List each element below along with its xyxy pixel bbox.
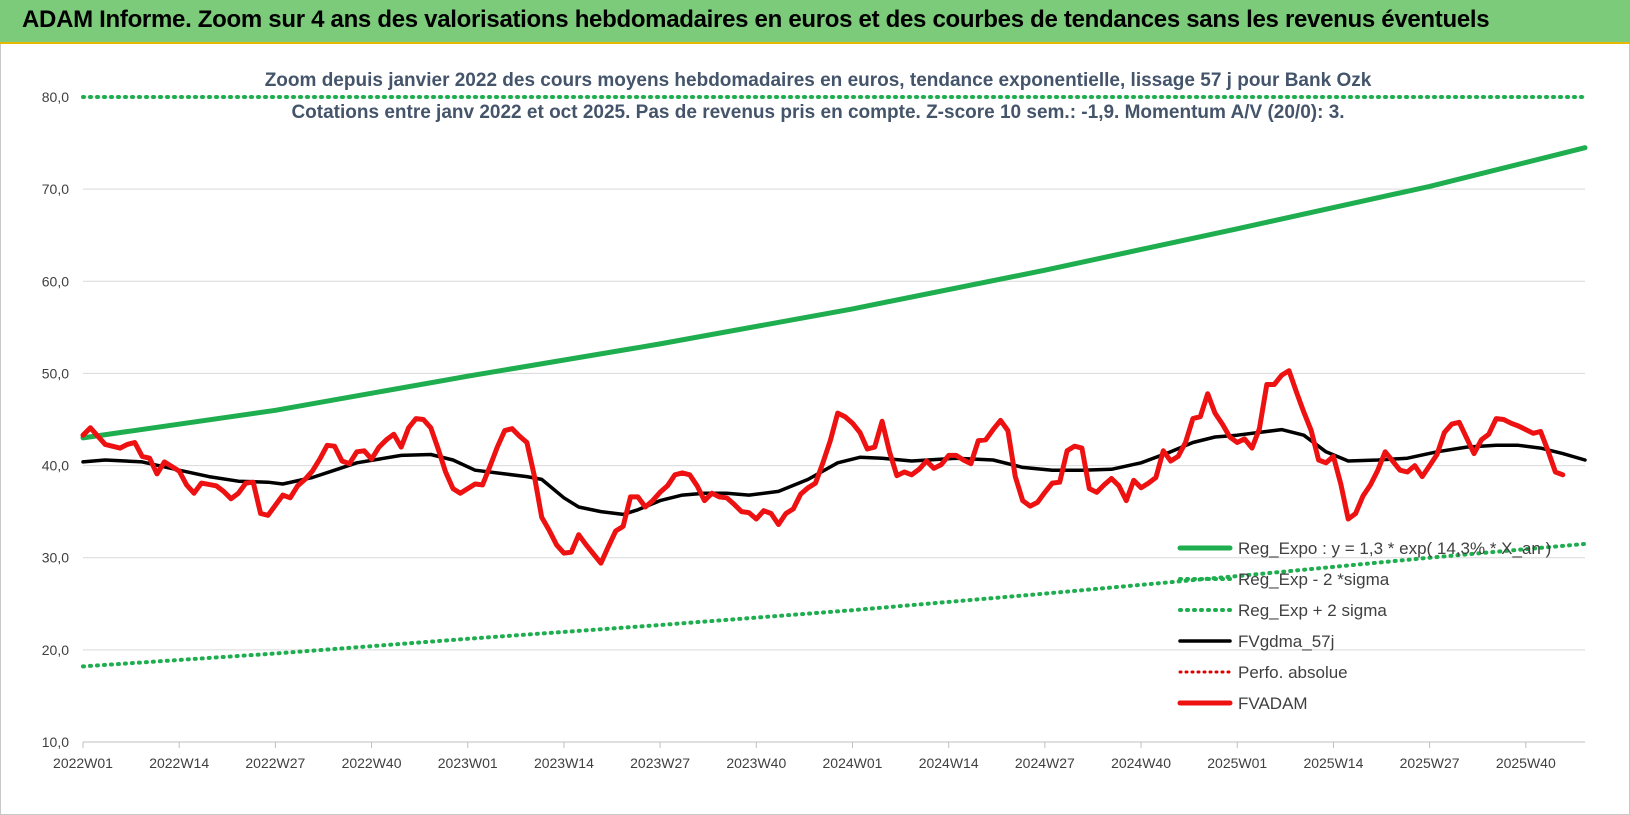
x-tick-label: 2023W27 bbox=[630, 755, 690, 771]
x-axis-ticks: 2022W01 2022W14 2022W27 2022W40 2023W01 2023W… bbox=[53, 742, 1556, 771]
x-tick-label: 2025W14 bbox=[1303, 755, 1363, 771]
legend-entry: Reg_Exp + 2 sigma bbox=[1238, 601, 1387, 620]
y-tick-label: 20,0 bbox=[42, 642, 69, 658]
y-axis-ticks: 80,0 70,0 60,0 50,0 40,0 30,0 20,0 10,0 bbox=[42, 89, 69, 750]
legend: Reg_Expo : y = 1,3 * exp( 14,3% * X_an )… bbox=[1177, 539, 1551, 713]
x-tick-label: 2022W01 bbox=[53, 755, 113, 771]
y-tick-label: 60,0 bbox=[42, 273, 69, 289]
x-tick-label: 2022W14 bbox=[149, 755, 209, 771]
x-tick-label: 2024W14 bbox=[919, 755, 979, 771]
fvgdma-line bbox=[81, 427, 1587, 517]
chart-subtitle: Cotations entre janv 2022 et oct 2025. P… bbox=[291, 102, 1344, 123]
x-tick-label: 2023W40 bbox=[726, 755, 786, 771]
fvadam-line bbox=[80, 368, 1566, 566]
y-tick-label: 50,0 bbox=[42, 365, 69, 381]
legend-entry: FVgdma_57j bbox=[1238, 632, 1334, 651]
x-tick-label: 2024W01 bbox=[823, 755, 883, 771]
reg-expo-line bbox=[80, 145, 1588, 441]
legend-entry: FVADAM bbox=[1238, 694, 1308, 713]
title-banner: ADAM Informe. Zoom sur 4 ans des valoris… bbox=[0, 0, 1630, 44]
x-tick-label: 2024W40 bbox=[1111, 755, 1171, 771]
x-tick-label: 2023W14 bbox=[534, 755, 594, 771]
x-tick-label: 2023W01 bbox=[438, 755, 498, 771]
y-tick-label: 70,0 bbox=[42, 181, 69, 197]
x-tick-label: 2025W27 bbox=[1400, 755, 1460, 771]
x-tick-label: 2022W40 bbox=[342, 755, 402, 771]
legend-entry: Reg_Exp - 2 *sigma bbox=[1238, 570, 1390, 589]
y-tick-label: 40,0 bbox=[42, 458, 69, 474]
series-lines bbox=[80, 95, 1588, 669]
x-tick-label: 2025W40 bbox=[1496, 755, 1556, 771]
banner-title: ADAM Informe. Zoom sur 4 ans des valoris… bbox=[22, 6, 1490, 33]
x-tick-label: 2022W27 bbox=[245, 755, 305, 771]
chart-title: Zoom depuis janvier 2022 des cours moyen… bbox=[265, 70, 1372, 91]
reg-minus-sigma-line bbox=[81, 541, 1587, 669]
x-tick-label: 2025W01 bbox=[1207, 755, 1267, 771]
y-tick-label: 10,0 bbox=[42, 734, 69, 750]
legend-entry: Reg_Expo : y = 1,3 * exp( 14,3% * X_an ) bbox=[1238, 539, 1551, 558]
x-tick-label: 2024W27 bbox=[1015, 755, 1075, 771]
legend-entry: Perfo. absolue bbox=[1238, 663, 1348, 682]
y-tick-label: 80,0 bbox=[42, 89, 69, 105]
y-tick-label: 30,0 bbox=[42, 550, 69, 566]
